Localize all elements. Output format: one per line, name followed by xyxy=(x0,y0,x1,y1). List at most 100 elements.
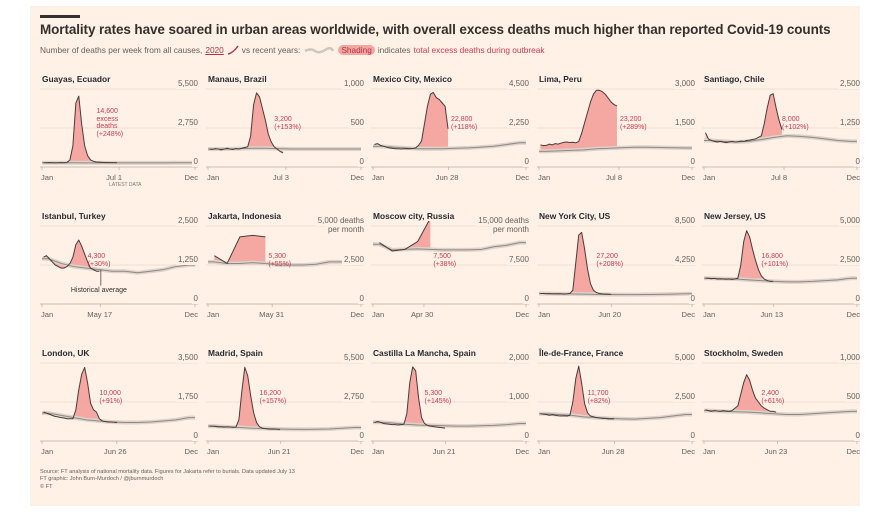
excess-deaths-area xyxy=(374,366,446,429)
y-tick-label: 5,000 deaths xyxy=(315,216,364,226)
annotation-line: 22,800 xyxy=(451,116,473,123)
annotation-line: 2,400 xyxy=(761,390,779,397)
excess-deaths-annotation: 7,500 (+38%) xyxy=(433,253,456,268)
latest-data-note: LATEST DATA xyxy=(109,182,142,188)
y-tick-label: 2,750 xyxy=(341,392,364,402)
line-2020 xyxy=(374,366,446,429)
y-tick-label: 0 xyxy=(191,294,198,304)
panel-plot xyxy=(537,225,695,307)
y-tick-label: 0 xyxy=(357,294,364,304)
y-tick-label: 2,500 xyxy=(837,79,860,89)
annotation-line: (+30%) xyxy=(87,260,111,268)
annotation-line: (+55%) xyxy=(268,260,292,268)
chart-panel: Jakarta, Indonesia Jan May 31 Dec 5,000 deat… xyxy=(206,211,366,326)
line-2020 xyxy=(705,230,774,282)
excess-deaths-annotation: 5,300 (+145%) xyxy=(425,390,452,405)
x-tick-label: Dec xyxy=(184,173,198,182)
chart-panel: Santiago, Chile Jan Jul 8 Dec 2,500 1,250 0 8,0… xyxy=(702,74,862,189)
annotation-line: deaths xyxy=(96,123,118,131)
x-tick-label: Jun 20 xyxy=(598,310,622,319)
x-tick-label: Jan xyxy=(207,310,220,319)
copyright-note: © FT xyxy=(40,483,53,490)
line-2020 xyxy=(209,92,284,154)
y-tick-label: 1,250 xyxy=(837,118,860,128)
panel-title: Istanbul, Turkey xyxy=(42,211,106,221)
y-tick-label: 2,500 xyxy=(341,255,364,265)
panel-plot xyxy=(371,221,529,307)
panel-plot xyxy=(537,88,695,170)
source-note: Source: FT analysis of national mortalit… xyxy=(40,469,295,475)
y-tick-label: 0 xyxy=(522,157,529,167)
y-tick-label: 1,000 xyxy=(837,353,860,363)
y-tick-label: 0 xyxy=(688,431,695,441)
annotation-line: (+61%) xyxy=(761,397,785,405)
y-tick-label: 0 xyxy=(357,431,364,441)
x-tick-label: Jan xyxy=(538,173,551,182)
excess-deaths-area xyxy=(214,235,266,264)
y-tick-label: 7,500 xyxy=(506,255,529,265)
y-tick-label: 0 xyxy=(688,157,695,167)
chart-panel: Guayas, Ecuador Jan Jul 1 Dec LATEST DATA 5,5… xyxy=(40,74,200,189)
panel-title: Lima, Peru xyxy=(539,74,582,84)
x-tick-label: Dec xyxy=(350,173,364,182)
subtitle-prefix: Number of deaths per week from all cause… xyxy=(40,45,203,55)
chart-panel: New Jersey, US Jan Jun 13 Dec 5,000 2,500 0 16,… xyxy=(702,211,862,326)
chart-title: Mortality rates have soared in urban are… xyxy=(40,22,831,37)
annotation-line: (+145%) xyxy=(424,397,452,405)
x-tick-label: Dec xyxy=(184,310,198,319)
x-tick-label: Apr 30 xyxy=(410,310,434,319)
y-tick-label: 0 xyxy=(522,431,529,441)
recent-years-line xyxy=(208,261,361,266)
y-tick-label: 2,000 xyxy=(506,353,529,363)
excess-deaths-area xyxy=(374,92,449,149)
credit-note: FT graphic: John Burn-Murdoch / @jburnmu… xyxy=(40,476,164,483)
x-tick-label: Dec xyxy=(681,447,695,456)
panel-title: London, UK xyxy=(42,348,90,358)
historical-average-label: Historical average xyxy=(70,286,127,294)
excess-deaths-annotation: 22,800 (+118%) xyxy=(451,116,477,131)
annotation-line: 14,600 xyxy=(96,108,118,115)
y-tick-label: 0 xyxy=(853,294,860,304)
chart-panel: Moscow city, Russia Jan Apr 30 Dec 15,000 de… xyxy=(371,211,531,326)
x-tick-label: Jan xyxy=(538,447,551,456)
x-tick-label: Dec xyxy=(515,310,529,319)
y-tick-label: 5,000 xyxy=(672,353,695,363)
chart-panel: Stockholm, Sweden Jan Jun 23 Dec 1,000 500 0 2,… xyxy=(702,348,862,463)
panel-title: Guayas, Ecuador xyxy=(42,74,111,84)
y-tick-label: 3,500 xyxy=(175,353,198,363)
annotation-line: (+118%) xyxy=(451,123,478,131)
excess-deaths-annotation: 8,000 (+102%) xyxy=(782,116,809,131)
x-tick-label: Jul 8 xyxy=(771,173,788,182)
panel-plot xyxy=(702,362,860,444)
excess-deaths-annotation: 16,800 (+101%) xyxy=(761,253,788,268)
panel-plot xyxy=(371,88,529,170)
x-tick-label: Dec xyxy=(515,447,529,456)
annotation-line: 5,300 xyxy=(268,253,286,260)
excess-deaths-area xyxy=(705,230,774,282)
excess-deaths-annotation: 4,300 (+30%) xyxy=(88,253,111,268)
excess-deaths-area xyxy=(540,90,617,152)
excess-deaths-area xyxy=(209,367,281,430)
panel-plot xyxy=(206,362,364,444)
x-tick-label: Jan xyxy=(538,310,551,319)
panel-title: Madrid, Spain xyxy=(208,348,263,358)
recent-years-line xyxy=(42,258,195,274)
recent-years-line xyxy=(42,412,195,424)
y-tick-label: 500 xyxy=(348,118,364,128)
legend-indicates: indicates xyxy=(377,45,411,55)
excess-deaths-area xyxy=(379,221,431,251)
excess-deaths-annotation: 16,200 (+157%) xyxy=(260,390,287,405)
panel-plot xyxy=(40,88,198,170)
annotation-line: 7,500 xyxy=(433,253,451,260)
x-tick-label: Dec xyxy=(846,173,860,182)
x-tick-label: Jun 28 xyxy=(601,447,625,456)
annotation-line: 16,800 xyxy=(761,253,783,260)
y-tick-label: 0 xyxy=(191,431,198,441)
excess-deaths-area xyxy=(540,366,615,419)
line-2020 xyxy=(540,231,612,295)
line-2020 xyxy=(540,89,618,147)
x-tick-label: Jul 1 xyxy=(106,173,123,182)
y-tick-label: 15,000 deaths xyxy=(476,216,529,226)
y-tick-label: 0 xyxy=(853,157,860,167)
x-tick-label: Jan xyxy=(372,173,385,182)
